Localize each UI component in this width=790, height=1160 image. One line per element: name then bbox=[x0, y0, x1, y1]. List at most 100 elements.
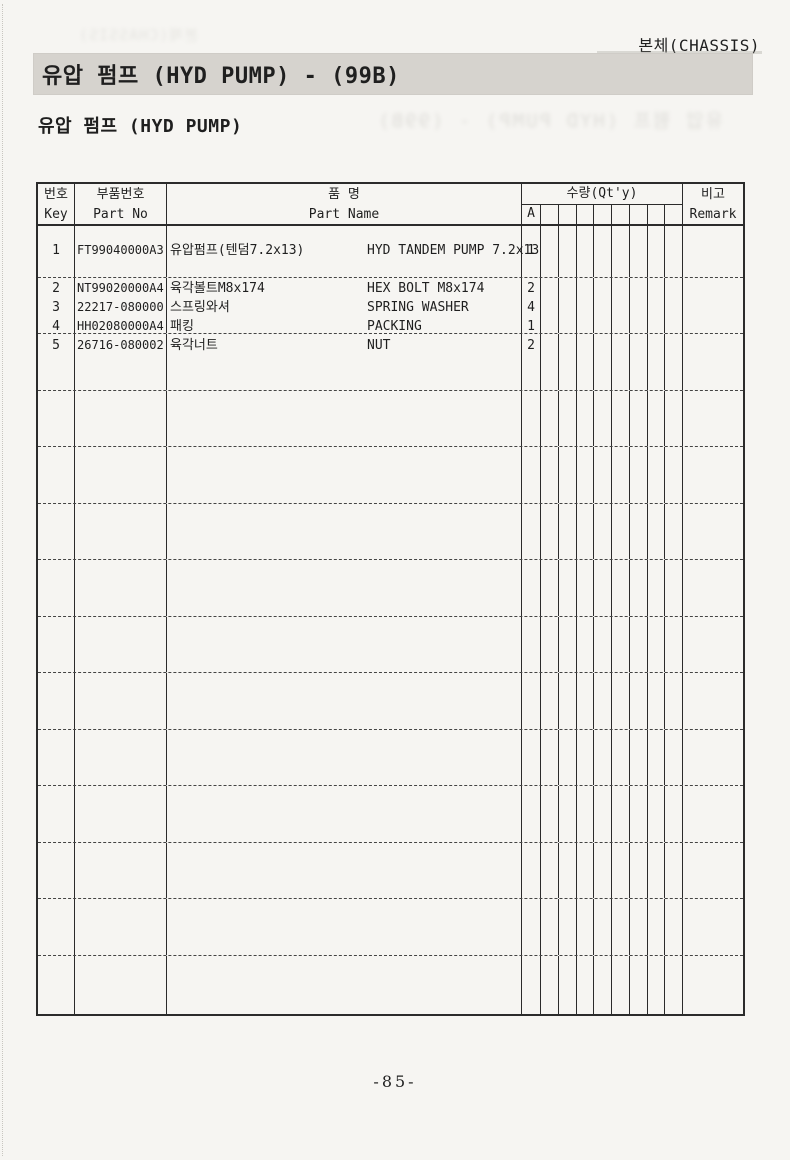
cell-part-name bbox=[167, 391, 522, 446]
header-name-en: Part Name bbox=[308, 206, 380, 222]
cell-qty-empty bbox=[630, 560, 648, 616]
cell-qty-empty bbox=[541, 391, 559, 446]
cell-qty bbox=[522, 617, 683, 672]
cell-qty-empty bbox=[648, 334, 666, 390]
header-name-ko: 품 명 bbox=[328, 186, 360, 202]
cell-qty-empty bbox=[559, 786, 577, 842]
cell-qty-empty bbox=[648, 673, 666, 729]
cell-qty-empty bbox=[648, 447, 666, 503]
cell-qty-empty bbox=[541, 617, 559, 672]
cell-qty-a: 1 bbox=[522, 226, 541, 277]
cell-remark bbox=[683, 956, 743, 1014]
row-qty-a: 2 bbox=[527, 338, 535, 353]
cell-qty-empty bbox=[612, 843, 630, 898]
row-qty-a: 1 bbox=[527, 243, 535, 258]
header-qty-empty-subcol bbox=[559, 205, 577, 224]
header-key-en: Key bbox=[44, 206, 68, 222]
cell-part-name: 육각너트 NUT bbox=[167, 334, 522, 390]
cell-qty-a bbox=[522, 956, 541, 1014]
cell-part-name: 유압펌프(텐덤7.2x13) HYD TANDEM PUMP 7.2x13 bbox=[167, 226, 539, 277]
table-header: 번호 Key 부품번호 Part No 품 명 Part Name 수량(Qt'… bbox=[38, 184, 743, 226]
cell-qty-empty bbox=[630, 226, 648, 277]
cell-qty-empty bbox=[594, 391, 612, 446]
cell-key: 1 bbox=[38, 226, 75, 277]
row-name-korean: 패킹 bbox=[170, 319, 194, 334]
table-row-section: 5 26716-080002 육각너트 NUT 2 bbox=[38, 334, 743, 391]
cell-part-no bbox=[75, 899, 167, 955]
header-key-column: 번호 Key bbox=[38, 184, 75, 224]
header-qty-empty-subcol bbox=[612, 205, 630, 224]
cell-part-no bbox=[75, 560, 167, 616]
cell-qty-empty bbox=[612, 226, 630, 277]
cell-qty-empty bbox=[594, 786, 612, 842]
cell-key bbox=[38, 504, 75, 559]
cell-qty bbox=[522, 899, 683, 955]
table-empty-section bbox=[38, 843, 743, 899]
scan-smudge bbox=[597, 51, 762, 54]
page-subtitle: 유압 펌프 (HYD PUMP) bbox=[38, 116, 243, 137]
row-part-name: 유압펌프(텐덤7.2x13) HYD TANDEM PUMP 7.2x13 bbox=[167, 241, 539, 260]
row-key: 1 bbox=[52, 243, 60, 258]
cell-qty: 2 bbox=[522, 334, 683, 390]
cell-qty-empty bbox=[559, 560, 577, 616]
cell-qty-empty bbox=[559, 956, 577, 1014]
cell-qty-empty bbox=[648, 730, 666, 785]
cell-qty-empty bbox=[594, 504, 612, 559]
cell-qty-empty bbox=[648, 786, 666, 842]
cell-qty-empty bbox=[594, 956, 612, 1014]
cell-qty-empty bbox=[594, 673, 612, 729]
cell-qty-empty bbox=[630, 899, 648, 955]
row-key: 4 bbox=[52, 319, 60, 334]
cell-remark bbox=[683, 673, 743, 729]
cell-qty-empty bbox=[630, 617, 648, 672]
cell-qty-empty bbox=[577, 560, 595, 616]
cell-part-name bbox=[167, 560, 522, 616]
row-name-english: HYD TANDEM PUMP 7.2x13 bbox=[367, 243, 540, 258]
cell-qty-empty bbox=[648, 391, 666, 446]
cell-part-name bbox=[167, 447, 522, 503]
cell-key: 2 3 4 bbox=[38, 278, 75, 334]
cell-qty-empty bbox=[559, 278, 577, 333]
cell-part-name bbox=[167, 617, 522, 672]
cell-qty-empty bbox=[612, 617, 630, 672]
row-part-no: 26716-080002 bbox=[77, 338, 164, 352]
cell-qty-empty bbox=[665, 730, 682, 785]
cell-part-no: FT99040000A3 bbox=[75, 226, 167, 277]
table-empty-section bbox=[38, 391, 743, 447]
cell-part-no: NT99020000A4 22217-080000 HH02080000A4 bbox=[75, 278, 167, 333]
cell-qty-empty bbox=[559, 899, 577, 955]
cell-qty-empty bbox=[559, 334, 577, 390]
row-part-name: 육각볼트M8x174 HEX BOLT M8x174 bbox=[167, 279, 521, 298]
cell-qty-empty bbox=[630, 334, 648, 390]
cell-qty-a bbox=[522, 391, 541, 446]
cell-qty-empty bbox=[594, 560, 612, 616]
cell-qty-empty bbox=[577, 899, 595, 955]
cell-qty bbox=[522, 391, 683, 446]
bleedthrough-text-top: 본체(CHASSIS) bbox=[78, 26, 198, 44]
cell-qty-a bbox=[522, 560, 541, 616]
cell-qty-a: 2 4 1 bbox=[522, 278, 541, 334]
cell-qty-a bbox=[522, 673, 541, 729]
cell-remark bbox=[683, 786, 743, 842]
cell-qty-empty bbox=[612, 334, 630, 390]
cell-qty bbox=[522, 843, 683, 898]
cell-qty-empty bbox=[630, 786, 648, 842]
cell-key bbox=[38, 786, 75, 842]
cell-qty-empty bbox=[630, 956, 648, 1014]
cell-qty bbox=[522, 673, 683, 729]
header-name-column: 품 명 Part Name bbox=[167, 184, 522, 224]
cell-qty-empty bbox=[630, 504, 648, 559]
cell-qty-empty bbox=[612, 786, 630, 842]
cell-qty bbox=[522, 730, 683, 785]
cell-part-name bbox=[167, 786, 522, 842]
cell-part-no bbox=[75, 956, 167, 1014]
cell-qty-empty bbox=[577, 843, 595, 898]
cell-qty bbox=[522, 956, 683, 1014]
header-qty-label: 수량(Qt'y) bbox=[522, 184, 682, 205]
cell-qty-empty bbox=[559, 504, 577, 559]
header-qty-empty-subcol bbox=[648, 205, 666, 224]
cell-qty-empty bbox=[594, 899, 612, 955]
cell-qty-empty bbox=[648, 504, 666, 559]
cell-remark bbox=[683, 391, 743, 446]
